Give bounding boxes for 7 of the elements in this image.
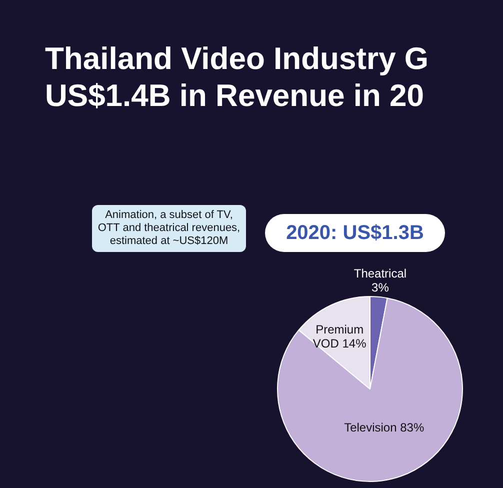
data-label: 3% xyxy=(372,280,390,294)
slice-label: Television 83% xyxy=(344,420,424,434)
text: Animation, a subset of TV, OTT and theatrical revenues, estimated at ~US$120M xyxy=(92,205,246,252)
slice-label: Theatrical xyxy=(354,266,407,280)
slice-label: Premium VOD 14% xyxy=(312,322,367,350)
chart-subtitle: 2020: US$1.3B xyxy=(265,214,445,252)
chart-title: Thailand Video Industry G US$1.4B in Revenue in 20 xyxy=(45,40,429,114)
